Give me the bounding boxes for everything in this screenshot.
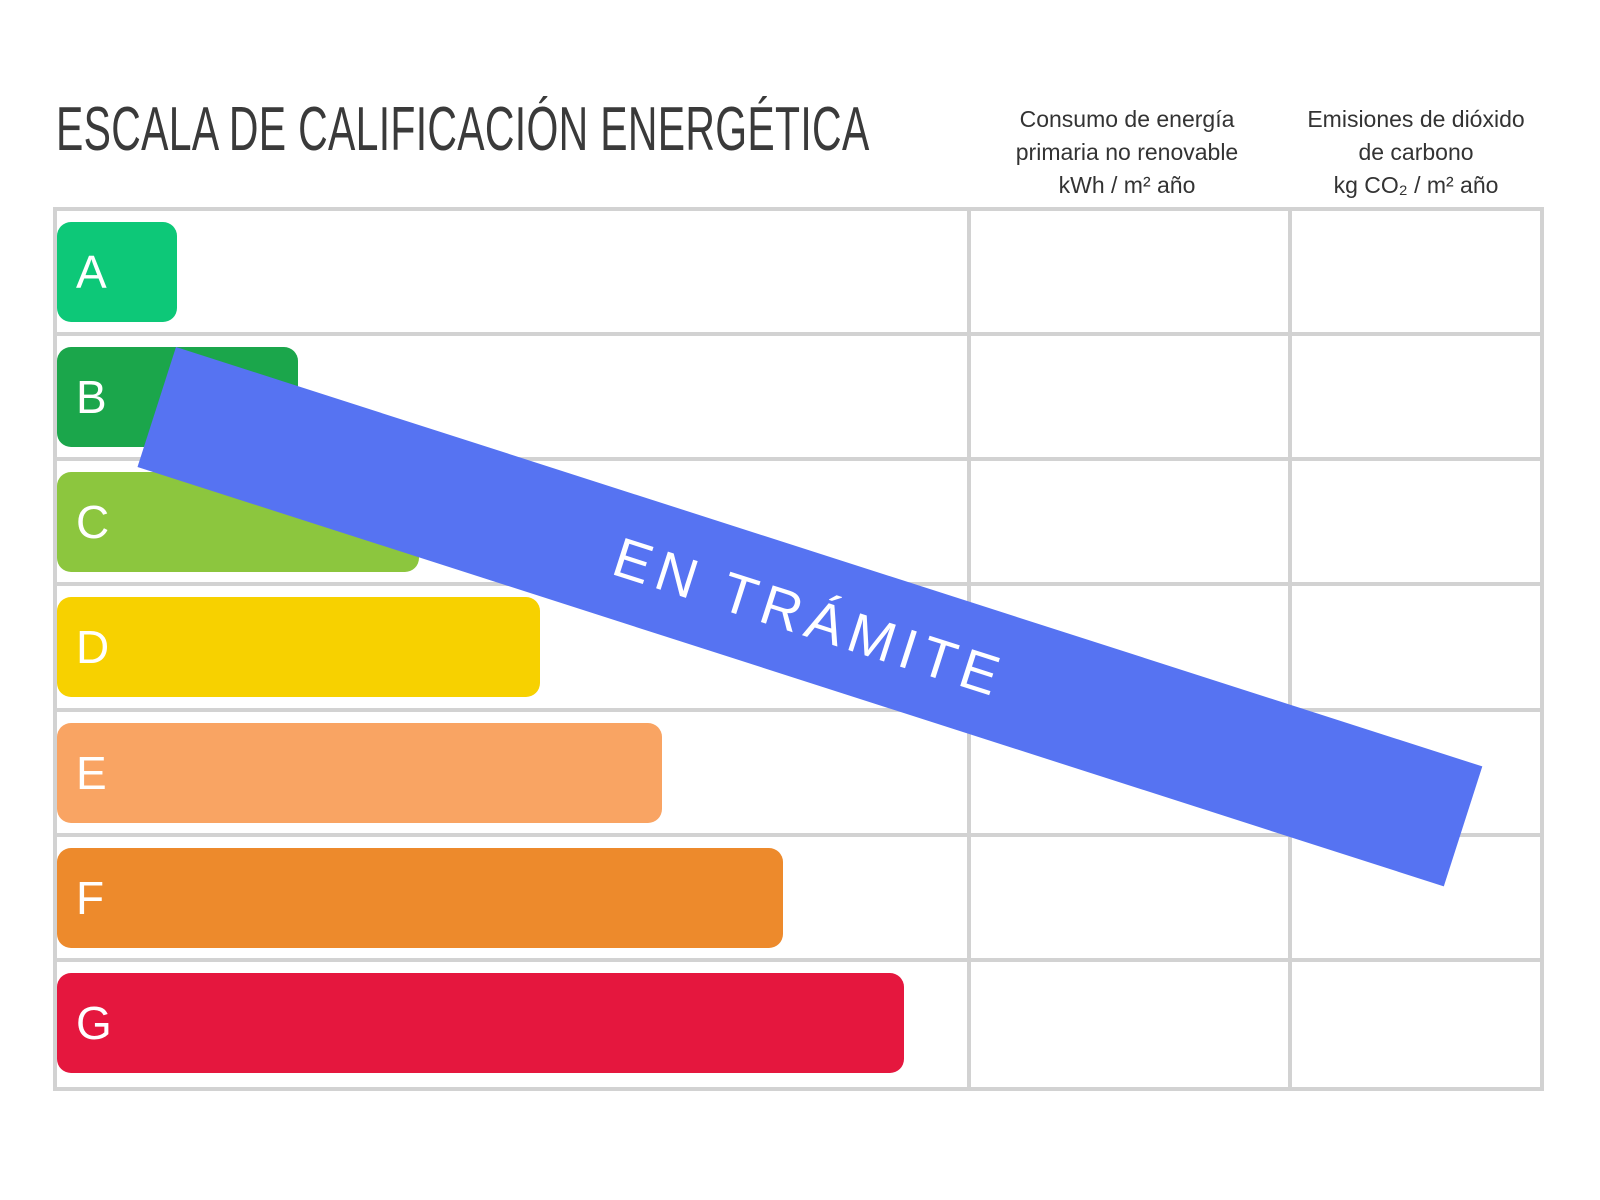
page-title: ESCALA DE CALIFICACIÓN ENERGÉTICA: [56, 95, 870, 164]
column-header-consumo-line2: primaria no renovable: [1015, 139, 1239, 165]
emisiones-cell-f: [1292, 837, 1540, 962]
scale-cell-g: G: [57, 961, 971, 1087]
emisiones-cell-d: [1292, 586, 1540, 712]
rating-letter-f: F: [76, 871, 105, 924]
consumo-cell-c: [971, 461, 1292, 587]
consumo-cell-a: [971, 211, 1292, 337]
column-header-consumo: Consumo de energía primaria no renovable…: [957, 103, 1297, 202]
rating-bar-e: E: [57, 722, 662, 823]
column-header-consumo-line1: Consumo de energía: [1019, 106, 1235, 132]
rating-bar-d: D: [57, 597, 540, 698]
column-header-consumo-line3: kWh / m² año: [1058, 172, 1196, 198]
rating-letter-g: G: [76, 996, 112, 1049]
column-header-emisiones-line3: kg CO₂ / m² año: [1333, 172, 1499, 198]
emisiones-cell-c: [1292, 461, 1540, 587]
consumo-cell-b: [971, 336, 1292, 462]
emisiones-cell-a: [1292, 211, 1540, 337]
column-header-emisiones: Emisiones de dióxido de carbono kg CO₂ /…: [1246, 103, 1586, 202]
scale-cell-d: D: [57, 586, 971, 712]
scale-cell-f: F: [57, 836, 971, 962]
rating-bar-g: G: [57, 972, 904, 1073]
rating-letter-a: A: [76, 246, 107, 298]
emisiones-cell-g: [1292, 962, 1540, 1087]
rating-letter-d: D: [76, 621, 110, 674]
scale-cell-e: E: [57, 711, 971, 837]
consumo-cell-f: [971, 836, 1292, 962]
rating-letter-c: C: [76, 496, 110, 549]
rating-bar-a: A: [57, 222, 177, 322]
rating-letter-b: B: [76, 371, 107, 424]
consumo-cell-g: [971, 961, 1292, 1087]
emisiones-cell-b: [1292, 336, 1540, 462]
column-header-emisiones-line1: Emisiones de dióxido: [1307, 106, 1525, 132]
column-header-emisiones-line2: de carbono: [1358, 139, 1474, 165]
rating-letter-e: E: [76, 746, 107, 799]
rating-bar-f: F: [57, 847, 783, 948]
scale-cell-a: A: [57, 211, 971, 337]
